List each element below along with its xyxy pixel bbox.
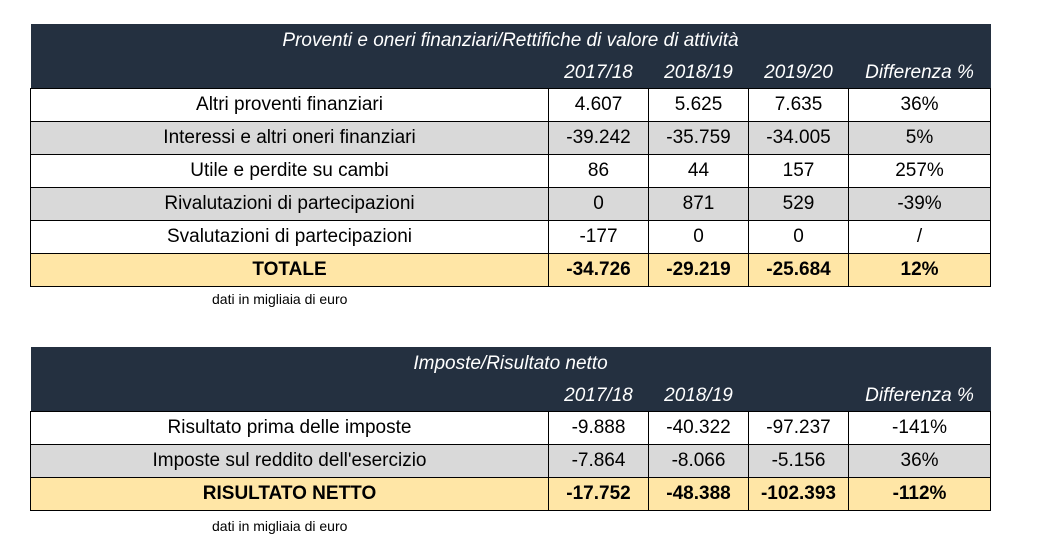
cell-value: -35.759 <box>648 121 749 155</box>
cell-value: 157 <box>748 154 849 188</box>
cell-value: 36% <box>847 444 992 478</box>
cell-value: 36% <box>847 88 992 122</box>
table-row: Svalutazioni di partecipazioni -177 0 0 … <box>30 220 992 254</box>
table-header-row: 2017/18 2018/19 2019/20 Differenza % <box>30 58 991 89</box>
cell-value: 0 <box>648 220 749 254</box>
cell-value: -40.322 <box>648 411 749 445</box>
taxes-net-result-table: Imposte/Risultato netto 2017/18 2018/19 … <box>30 347 992 511</box>
cell-value: -9.888 <box>548 411 649 445</box>
financial-income-table: Proventi e oneri finanziari/Rettifiche d… <box>30 24 992 287</box>
cell-value: 0 <box>548 187 649 221</box>
cell-value: 5.625 <box>648 88 749 122</box>
cell-value: 257% <box>847 154 992 188</box>
total-value: -102.393 <box>748 477 849 511</box>
cell-value: 44 <box>648 154 749 188</box>
total-value: -17.752 <box>548 477 649 511</box>
cell-value: 0 <box>748 220 849 254</box>
header-difference: Differenza % <box>848 381 991 412</box>
table-row: Imposte sul reddito dell'esercizio -7.86… <box>30 444 992 478</box>
cell-value: / <box>847 220 992 254</box>
cell-value: -177 <box>548 220 649 254</box>
header-year: 2018/19 <box>648 381 749 412</box>
cell-value: 5% <box>847 121 992 155</box>
row-label: Svalutazioni di partecipazioni <box>30 220 549 254</box>
cell-value: -141% <box>847 411 992 445</box>
cell-value: -39% <box>847 187 992 221</box>
table-note: dati in migliaia di euro <box>212 291 348 307</box>
total-label: TOTALE <box>30 253 549 287</box>
header-year: 2018/19 <box>648 58 749 89</box>
cell-value: -7.864 <box>548 444 649 478</box>
table-row: Risultato prima delle imposte -9.888 -40… <box>30 411 992 445</box>
row-label: Imposte sul reddito dell'esercizio <box>30 444 549 478</box>
total-value: -112% <box>847 477 992 511</box>
row-label: Altri proventi finanziari <box>30 88 549 122</box>
table-title: Imposte/Risultato netto <box>30 347 991 381</box>
header-blank <box>30 381 549 412</box>
total-row: TOTALE -34.726 -29.219 -25.684 12% <box>30 253 992 287</box>
total-value: 12% <box>847 253 992 287</box>
table-header-row: 2017/18 2018/19 Differenza % <box>30 381 991 412</box>
row-label: Utile e perdite su cambi <box>30 154 549 188</box>
header-year: 2019/20 <box>748 58 849 89</box>
table-title: Proventi e oneri finanziari/Rettifiche d… <box>30 24 991 58</box>
total-label: RISULTATO NETTO <box>30 477 549 511</box>
table-row: Interessi e altri oneri finanziari -39.2… <box>30 121 992 155</box>
cell-value: 86 <box>548 154 649 188</box>
header-year <box>748 381 849 412</box>
total-value: -25.684 <box>748 253 849 287</box>
cell-value: 871 <box>648 187 749 221</box>
cell-value: -34.005 <box>748 121 849 155</box>
table-row: Utile e perdite su cambi 86 44 157 257% <box>30 154 992 188</box>
header-difference: Differenza % <box>848 58 991 89</box>
total-value: -34.726 <box>548 253 649 287</box>
table-row: Altri proventi finanziari 4.607 5.625 7.… <box>30 88 992 122</box>
cell-value: -5.156 <box>748 444 849 478</box>
total-value: -29.219 <box>648 253 749 287</box>
header-blank <box>30 58 549 89</box>
total-row: RISULTATO NETTO -17.752 -48.388 -102.393… <box>30 477 992 511</box>
header-year: 2017/18 <box>548 58 649 89</box>
cell-value: 529 <box>748 187 849 221</box>
cell-value: -97.237 <box>748 411 849 445</box>
cell-value: -39.242 <box>548 121 649 155</box>
table-row: Rivalutazioni di partecipazioni 0 871 52… <box>30 187 992 221</box>
cell-value: 4.607 <box>548 88 649 122</box>
cell-value: -8.066 <box>648 444 749 478</box>
cell-value: 7.635 <box>748 88 849 122</box>
table-title-row: Proventi e oneri finanziari/Rettifiche d… <box>30 24 991 58</box>
row-label: Risultato prima delle imposte <box>30 411 549 445</box>
total-value: -48.388 <box>648 477 749 511</box>
row-label: Interessi e altri oneri finanziari <box>30 121 549 155</box>
table-note: dati in migliaia di euro <box>212 518 348 534</box>
table-title-row: Imposte/Risultato netto <box>30 347 991 381</box>
row-label: Rivalutazioni di partecipazioni <box>30 187 549 221</box>
header-year: 2017/18 <box>548 381 649 412</box>
